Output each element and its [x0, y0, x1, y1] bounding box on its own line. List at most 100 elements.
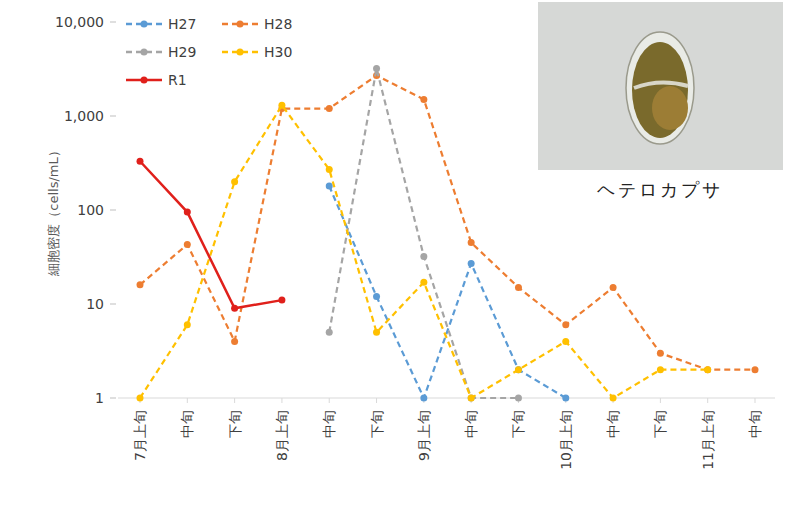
- series-line: [329, 69, 518, 398]
- point: [468, 395, 475, 402]
- x-tick-label: 10月上旬: [558, 410, 574, 470]
- x-tick-label: 下旬: [510, 410, 526, 438]
- x-tick-label: 7月上旬: [132, 410, 148, 461]
- point: [562, 338, 569, 345]
- point: [278, 297, 285, 304]
- point: [704, 366, 711, 373]
- x-tick-label: 中旬: [747, 410, 763, 438]
- point: [420, 96, 427, 103]
- point: [373, 65, 380, 72]
- x-tick-label: 中旬: [463, 410, 479, 438]
- point: [657, 366, 664, 373]
- x-tick: [329, 398, 330, 403]
- legend-marker: [141, 21, 148, 28]
- x-tick: [660, 398, 661, 403]
- point: [137, 281, 144, 288]
- point: [562, 321, 569, 328]
- y-tick: [110, 210, 116, 211]
- x-tick: [234, 398, 235, 403]
- point: [420, 253, 427, 260]
- y-tick-label: 100: [77, 202, 104, 218]
- point: [515, 366, 522, 373]
- point: [231, 305, 238, 312]
- x-tick-label: 11月上旬: [700, 410, 716, 470]
- point: [184, 209, 191, 216]
- y-tick: [110, 116, 116, 117]
- point: [468, 395, 475, 402]
- annotation: ヘテロカプサ: [597, 179, 723, 200]
- y-tick-label: 1: [95, 390, 104, 406]
- y-tick-label: 10: [86, 296, 104, 312]
- y-tick: [110, 398, 116, 399]
- series-H30: [137, 102, 712, 402]
- x-tick: [376, 398, 377, 403]
- series-line: [140, 105, 708, 398]
- point: [610, 395, 617, 402]
- legend-marker: [237, 49, 244, 56]
- series-line: [140, 161, 282, 308]
- series-H28: [137, 72, 759, 373]
- x-axis: 7月上旬中旬下旬8月上旬中旬下旬9月上旬中旬下旬10月上旬中旬下旬11月上旬中旬: [118, 398, 775, 470]
- point: [137, 158, 144, 165]
- point: [704, 366, 711, 373]
- point: [184, 241, 191, 248]
- point: [373, 293, 380, 300]
- point: [326, 166, 333, 173]
- point: [468, 260, 475, 267]
- point: [610, 284, 617, 291]
- point: [278, 102, 285, 109]
- y-tick-label: 1,000: [64, 108, 104, 124]
- point: [137, 395, 144, 402]
- point: [515, 284, 522, 291]
- point: [326, 105, 333, 112]
- legend-label: H29: [168, 44, 196, 60]
- legend-marker: [141, 49, 148, 56]
- legend-label: H30: [264, 44, 292, 60]
- legend-label: H28: [264, 16, 292, 32]
- photo-ground: [538, 2, 783, 170]
- y-tick-label: 10,000: [55, 14, 104, 30]
- legend-label: H27: [168, 16, 196, 32]
- legend-marker: [237, 21, 244, 28]
- x-tick: [187, 398, 188, 403]
- point: [468, 239, 475, 246]
- x-tick-label: 中旬: [605, 410, 621, 438]
- x-tick-label: 下旬: [227, 410, 243, 438]
- x-tick: [281, 398, 282, 403]
- y-axis: 1 10 100 1,000 10,000: [55, 14, 116, 406]
- legend-marker: [141, 77, 148, 84]
- y-axis-title: 細胞密度（cells/mL）: [46, 144, 61, 276]
- point: [231, 338, 238, 345]
- y-tick: [110, 22, 116, 23]
- x-tick-label: 中旬: [179, 410, 195, 438]
- point: [420, 279, 427, 286]
- cell-body: [632, 42, 688, 138]
- point: [231, 178, 238, 185]
- point: [515, 366, 522, 373]
- point: [326, 329, 333, 336]
- cell-part: [652, 86, 688, 130]
- plot-marks: [137, 65, 759, 401]
- series-H29: [326, 65, 522, 401]
- x-tick: [755, 398, 756, 403]
- point: [326, 183, 333, 190]
- inset-photo: [538, 2, 783, 170]
- series-R1: [137, 158, 286, 312]
- point: [562, 395, 569, 402]
- point: [657, 350, 664, 357]
- point: [373, 329, 380, 336]
- point: [420, 395, 427, 402]
- cell-groove: [634, 82, 688, 88]
- y-tick: [110, 304, 116, 305]
- x-tick-label: 8月上旬: [274, 410, 290, 461]
- point: [752, 366, 759, 373]
- legend: H27 H28 H29 H30 R1: [126, 16, 292, 88]
- point: [515, 395, 522, 402]
- series-H27: [326, 183, 570, 402]
- x-tick-label: 下旬: [369, 410, 385, 438]
- x-tick-label: 中旬: [321, 410, 337, 438]
- x-tick: [707, 398, 708, 403]
- cell-theca: [626, 32, 694, 144]
- chart: ヘテロカプサ 1 10 100 1,000 10,000 細胞密度（cells/mL） 7月上…: [0, 0, 791, 513]
- legend-label: R1: [168, 72, 187, 88]
